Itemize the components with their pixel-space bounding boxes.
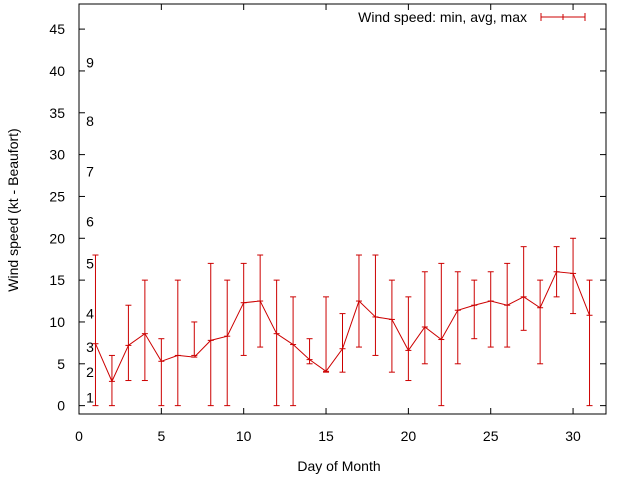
x-tick-label: 10: [236, 428, 252, 444]
y-tick-label: 5: [57, 356, 65, 372]
x-tick-label: 0: [75, 428, 83, 444]
y-tick-label: 20: [49, 230, 65, 246]
x-axis-label: Day of Month: [297, 458, 380, 474]
beaufort-label: 7: [86, 163, 94, 179]
y-tick-label: 40: [49, 63, 65, 79]
y-tick-label: 15: [49, 272, 65, 288]
y-tick-label: 30: [49, 147, 65, 163]
beaufort-label: 9: [86, 55, 94, 71]
x-axis-ticks: 0 5 10 15 20 25 30: [75, 4, 581, 444]
x-tick-label: 15: [318, 428, 334, 444]
beaufort-label: 3: [86, 339, 94, 355]
x-tick-label: 20: [401, 428, 417, 444]
beaufort-labels: 1 2 3 4 5 6 7 8 9: [86, 55, 94, 406]
x-tick-label: 5: [157, 428, 165, 444]
legend: Wind speed: min, avg, max: [358, 9, 586, 25]
beaufort-label: 4: [86, 306, 94, 322]
y-tick-label: 10: [49, 314, 65, 330]
x-tick-label: 30: [565, 428, 581, 444]
y-tick-label: 25: [49, 188, 65, 204]
y-tick-label: 45: [49, 21, 65, 37]
y-axis-label: Wind speed (kt - Beaufort): [5, 128, 21, 291]
series-wind-speed: [92, 237, 593, 407]
beaufort-label: 1: [86, 389, 94, 405]
plot-frame: [78, 3, 607, 415]
y-tick-label: 0: [57, 398, 65, 414]
beaufort-label: 5: [86, 255, 94, 271]
x-tick-label: 25: [483, 428, 499, 444]
beaufort-label: 2: [86, 364, 94, 380]
legend-label: Wind speed: min, avg, max: [358, 9, 527, 25]
y-tick-label: 35: [49, 105, 65, 121]
beaufort-label: 8: [86, 113, 94, 129]
beaufort-label: 6: [86, 214, 94, 230]
